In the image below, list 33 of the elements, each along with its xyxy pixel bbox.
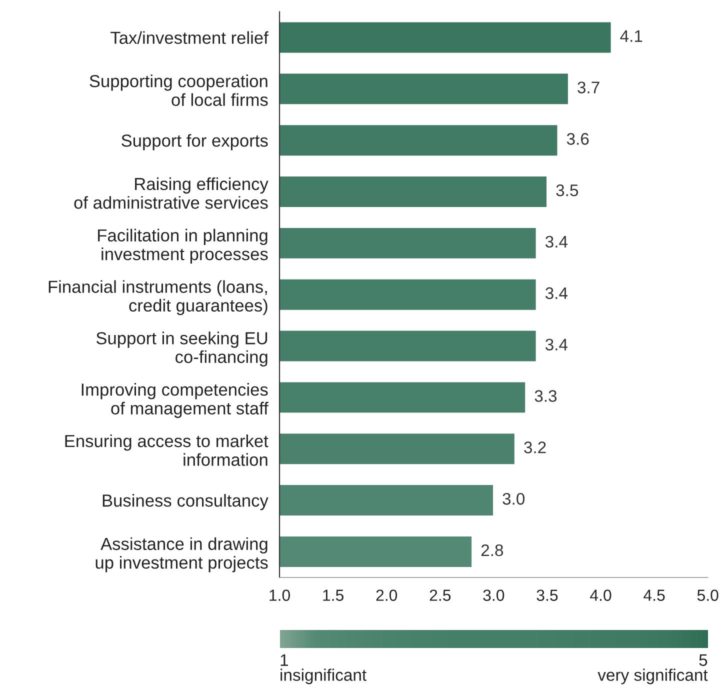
x-tick-label: 2.0 <box>376 590 398 601</box>
x-tick-label: 4.0 <box>590 590 612 601</box>
y-tick-label: Raising efficiency of administrative services <box>74 177 268 209</box>
data-label: 3.2 <box>524 442 546 454</box>
x-tick-label: 4.5 <box>644 590 665 601</box>
y-tick-label: Supporting cooperation of local firms <box>90 74 268 106</box>
color-bar-label: 5 very significant <box>598 654 708 684</box>
y-tick-label: Improving competencies of management staff <box>82 383 268 418</box>
y-tick-label: Facilitation in planning investment processes <box>98 228 268 264</box>
y-tick-label: Ensuring access to market information <box>65 434 268 466</box>
y-tick-label: Assistance in drawing up investment projects <box>96 537 268 572</box>
x-tick-label: 1.5 <box>323 590 344 601</box>
data-label: 3.4 <box>545 236 568 248</box>
y-tick-label: Support for exports <box>122 134 268 150</box>
x-tick-label: 3.5 <box>536 590 558 601</box>
data-label: 3.4 <box>545 338 568 350</box>
y-tick-label: Business consultancy <box>102 494 268 510</box>
data-label: 3.4 <box>545 287 568 300</box>
data-label: 3.6 <box>566 133 589 145</box>
y-tick-label: Tax/investment relief <box>110 31 268 44</box>
data-label: 3.5 <box>556 184 578 196</box>
x-tick-label: 1.0 <box>270 590 290 601</box>
data-label: 3.3 <box>534 390 557 402</box>
data-label: 2.8 <box>481 544 504 556</box>
x-tick-label: 3.0 <box>483 590 504 601</box>
data-label: 3.7 <box>578 82 600 94</box>
y-tick-label: Financial instruments (loans, credit guarantees) <box>48 280 268 316</box>
x-tick-label: 2.5 <box>430 590 451 601</box>
data-label: 4.1 <box>620 30 642 42</box>
color-bar-label: 1 insignificant <box>280 654 366 684</box>
x-tick-label: 5.0 <box>697 590 718 601</box>
data-label: 3.0 <box>502 492 525 505</box>
y-tick-label: Support in seeking EU co-financing <box>96 332 268 367</box>
